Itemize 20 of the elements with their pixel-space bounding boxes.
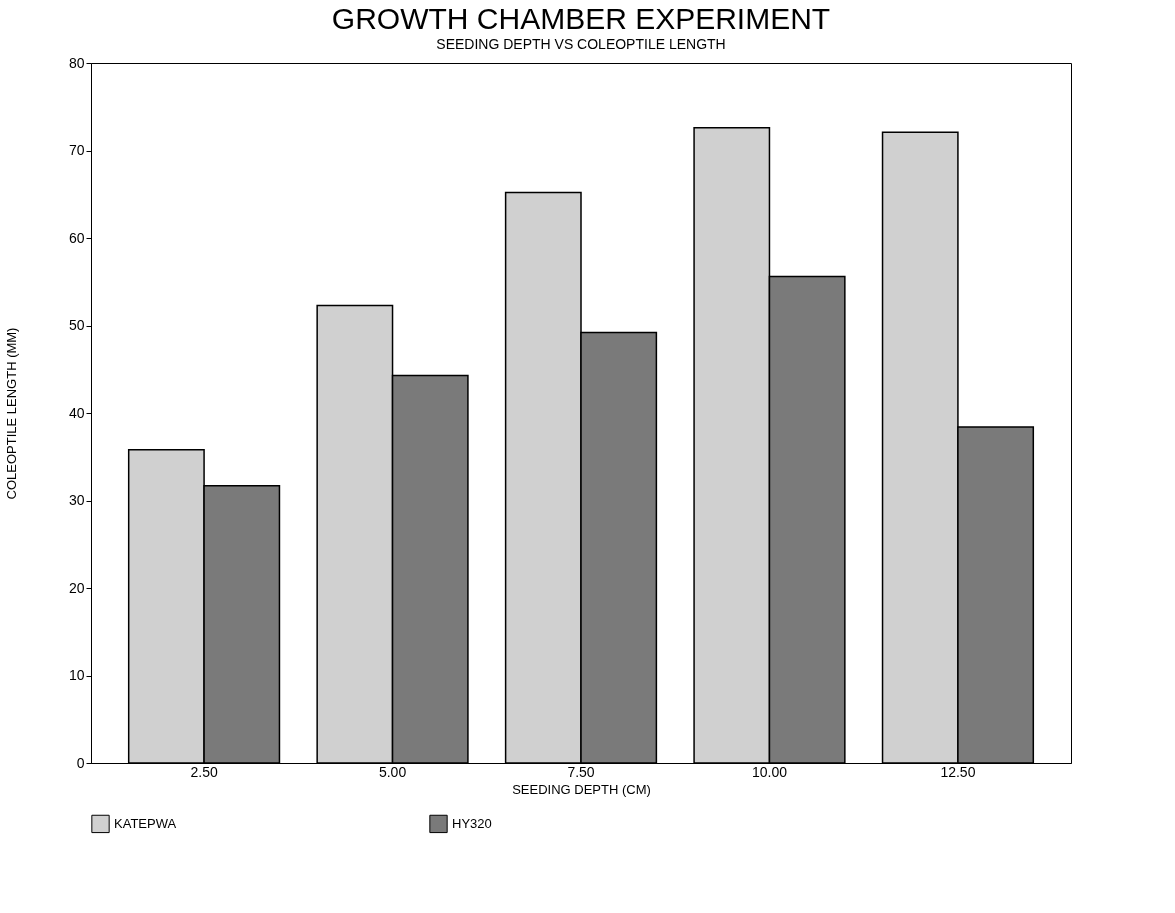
y-tick-label: 70 xyxy=(68,142,85,158)
x-tick-label: 10.00 xyxy=(751,763,788,780)
y-tick-label: 50 xyxy=(68,317,85,333)
y-tick-label: 0 xyxy=(76,754,85,771)
y-tick-label: 20 xyxy=(68,579,85,596)
legend-label: HY320 xyxy=(452,815,492,831)
y-tick-label: 40 xyxy=(68,404,85,421)
y-tick-label: 10 xyxy=(68,667,85,683)
x-tick-label: 5.00 xyxy=(378,763,407,780)
y-axis-title: COLEOPTILE LENGTH (MM) xyxy=(3,327,19,500)
legend-label: KATEPWA xyxy=(114,815,177,831)
chart-subtitle: SEEDING DEPTH VS COLEOPTILE LENGTH xyxy=(436,36,726,52)
x-axis-title: SEEDING DEPTH (CM) xyxy=(512,781,651,797)
chart-title: GROWTH CHAMBER EXPERIMENT xyxy=(331,2,831,35)
y-tick-label: 30 xyxy=(68,492,85,508)
x-tick-label: 12.50 xyxy=(940,763,976,780)
y-tick-label: 80 xyxy=(68,54,85,71)
x-tick-label: 2.50 xyxy=(190,763,218,780)
x-tick-label: 7.50 xyxy=(567,763,595,780)
y-tick-label: 60 xyxy=(68,229,85,246)
